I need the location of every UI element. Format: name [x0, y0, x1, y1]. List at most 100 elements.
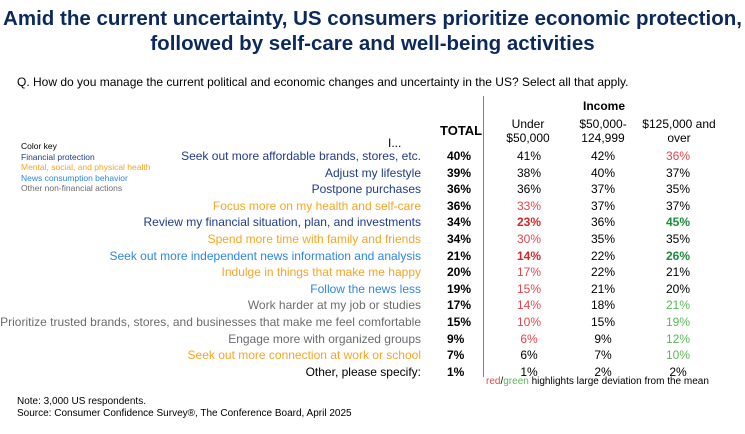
table-row: Focus more on my health and self-care 36%…: [0, 199, 745, 216]
income-value: 21%: [665, 265, 691, 280]
table-row: Adjust my lifestyle 39% 38% 40% 37%: [0, 166, 745, 183]
total-value: 7%: [447, 348, 465, 363]
income-value: 20%: [665, 281, 691, 296]
total-value: 34%: [447, 232, 472, 246]
table-row: Indulge in things that make me happy 20% 1…: [0, 265, 745, 282]
total-value: 21%: [447, 248, 472, 263]
color-key-financial: Financial protection: [21, 151, 95, 162]
income-value: 12%: [665, 331, 691, 346]
table-row: Seek out more independent news informati…: [0, 249, 745, 266]
page-title: Amid the current uncertainty, US consume…: [0, 6, 745, 56]
total-value: 39%: [447, 165, 472, 180]
row-label: Postpone purchases: [311, 182, 421, 197]
income-value: 6%: [520, 348, 538, 363]
title-line-2: followed by self-care and well-being act…: [150, 32, 595, 55]
income-value: 38%: [516, 165, 542, 180]
income-value: 23%: [516, 215, 542, 230]
income-value: 10%: [665, 348, 691, 363]
row-label: Seek out more connection at work or scho…: [187, 348, 421, 363]
total-value: 20%: [447, 265, 472, 280]
row-label-header: I...: [388, 136, 402, 150]
row-label: Follow the news less: [310, 281, 421, 296]
income-value: 22%: [590, 248, 616, 263]
table-row: Postpone purchases 36% 36% 37% 35%: [0, 182, 745, 199]
col-header-under-50k-line1: Under: [511, 117, 545, 131]
col-header-50k-125k: $50,000- 124,999: [570, 117, 636, 145]
income-value: 18%: [590, 298, 616, 313]
table-row: Review my financial situation, plan, and…: [0, 215, 745, 232]
table-row: Spend more time with family and friends 3…: [0, 232, 745, 249]
total-value: 36%: [447, 182, 472, 197]
income-value: 1%: [520, 364, 538, 379]
table-row: Seek out more connection at work or scho…: [0, 348, 745, 365]
row-label: Spend more time with family and friends: [207, 232, 421, 246]
income-value: 35%: [665, 182, 691, 197]
income-value: 21%: [665, 298, 691, 313]
col-header-125k-plus-line1: $125,000 and: [642, 117, 716, 131]
title-line-1: Amid the current uncertainty, US consume…: [3, 7, 742, 30]
col-header-125k-plus-line2: over: [667, 131, 691, 145]
row-label: Focus more on my health and self-care: [212, 198, 421, 213]
income-value: 21%: [590, 281, 616, 296]
color-key: Color key Financial protection Mental, s…: [21, 141, 150, 194]
income-value: 35%: [665, 232, 691, 246]
income-value: 37%: [590, 182, 616, 197]
total-value: 9%: [447, 331, 465, 346]
row-label: Adjust my lifestyle: [324, 165, 421, 180]
source-text: Source: Consumer Confidence Survey®, The…: [17, 408, 352, 419]
highlight-legend-green: green: [503, 376, 529, 387]
total-value: 40%: [447, 149, 472, 163]
income-value: 33%: [516, 198, 542, 213]
total-value: 15%: [447, 315, 472, 329]
income-value: 14%: [516, 298, 542, 313]
total-header: TOTAL: [440, 123, 483, 138]
income-value: 45%: [665, 215, 691, 230]
total-value: 17%: [447, 298, 472, 313]
table-row: Engage more with organized groups 9% 6% 9% 1…: [0, 332, 745, 349]
total-value: 36%: [447, 198, 472, 213]
highlight-legend-slash: /: [500, 376, 504, 387]
income-value: 2%: [594, 364, 612, 379]
income-value: 2%: [669, 364, 687, 379]
income-header: Income: [583, 99, 626, 113]
highlight-legend-text: highlights large deviation from the mean: [528, 376, 709, 387]
income-value: 10%: [516, 315, 542, 329]
income-value: 15%: [516, 281, 542, 296]
table-row: Follow the news less 19% 15% 21% 20%: [0, 282, 745, 299]
income-value: 22%: [590, 265, 616, 280]
income-value: 35%: [590, 232, 616, 246]
income-value: 6%: [520, 331, 538, 346]
income-value: 41%: [516, 149, 542, 163]
income-value: 15%: [590, 315, 616, 329]
income-value: 37%: [590, 198, 616, 213]
table-row: Prioritize trusted brands, stores, and b…: [0, 315, 745, 332]
income-value: 40%: [590, 165, 616, 180]
income-value: 9%: [594, 331, 612, 346]
row-label: Other, please specify:: [305, 364, 421, 379]
row-label: Prioritize trusted brands, stores, and b…: [0, 315, 421, 329]
total-value: 1%: [447, 364, 465, 379]
highlight-legend-red: red: [486, 376, 501, 387]
col-header-50k-125k-line2: 124,999: [581, 131, 625, 145]
col-header-under-50k-line2: $50,000: [506, 131, 550, 145]
color-key-wellbeing: Mental, social, and physical health: [21, 162, 151, 172]
income-value: 36%: [590, 215, 616, 230]
col-header-under-50k: Under $50,000: [498, 117, 558, 145]
row-label: Review my financial situation, plan, and…: [143, 215, 421, 230]
row-label: Engage more with organized groups: [228, 331, 421, 346]
income-value: 30%: [516, 232, 542, 246]
col-header-50k-125k-line1: $50,000-: [579, 117, 627, 131]
survey-question: Q. How do you manage the current politic…: [17, 75, 629, 89]
row-label: Indulge in things that make me happy: [221, 265, 421, 280]
total-value: 19%: [447, 281, 472, 296]
row-label: Work harder at my job or studies: [247, 298, 421, 313]
income-value: 26%: [665, 248, 691, 263]
income-value: 36%: [665, 149, 691, 163]
income-value: 17%: [516, 265, 542, 280]
note-text: Note: 3,000 US respondents.: [17, 396, 146, 407]
highlight-legend: red/green highlights large deviation fro…: [486, 376, 709, 387]
income-value: 36%: [516, 182, 542, 197]
color-key-title: Color key: [21, 141, 57, 151]
table-row: Seek out more affordable brands, stores,…: [0, 149, 745, 166]
color-key-news: News consumption behavior: [21, 172, 128, 183]
